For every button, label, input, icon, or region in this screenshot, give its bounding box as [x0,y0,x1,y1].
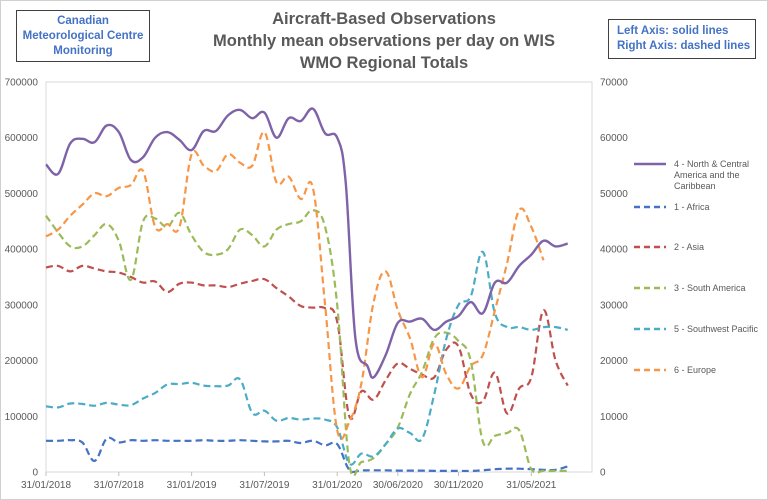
x-axis-tick-label: 31/01/2018 [21,480,71,491]
source-line-1: Canadian [57,15,109,27]
series-line-3-south-america [45,208,568,477]
series-layer [45,107,569,477]
legend-label: 4 - North & Central America and the Caribb… [674,159,749,191]
left-axis-tick-label: 100000 [5,412,39,423]
right-axis-tick-label: 30000 [600,300,628,311]
legend-label: 6 - Europe [674,365,716,375]
title-line-1: Aircraft-Based Observations [272,10,496,28]
x-axis-tick-label: 31/05/2021 [506,480,556,491]
series-line-4-north-central-america-and-the-caribbean [45,107,569,379]
x-axis-tick-label: 31/01/2019 [167,480,217,491]
axis-note-line-2: Right Axis: dashed lines [617,40,751,52]
legend-label-line: 4 - North & Central [674,159,749,169]
left-axis-tick-label: 700000 [5,78,39,89]
legend-label: 2 - Asia [674,242,704,252]
left-axis-tick-label: 300000 [5,300,39,311]
x-axis-tick-label: 31/07/2019 [239,480,289,491]
right-axis-tick-label: 40000 [600,245,628,256]
title-line-3: WMO Regional Totals [299,54,469,72]
right-axis-tick-label: 50000 [600,189,628,200]
series-line-6-europe [45,130,545,441]
right-axis-tick-label: 20000 [600,356,628,367]
source-line-3: Monitoring [53,45,113,57]
left-axis-tick-label: 400000 [5,245,39,256]
legend-label-line: Caribbean [674,181,716,191]
x-axis-tick-label: 30/06/2020 [373,480,423,491]
source-line-2: Meteorological Centre [22,30,144,42]
grid-layer [45,81,593,473]
plot-area [45,81,593,473]
series-line-2-asia [45,264,569,421]
left-axis-tick-label: 600000 [5,133,39,144]
axis-note-box: Left Axis: solid lines Right Axis: dashe… [608,19,756,59]
axis-note-line-1: Left Axis: solid lines [617,25,729,37]
axis-layer: 0100000200000300000400000500000600000700… [5,78,629,492]
legend-label: 5 - Southwest Pacific [674,324,759,334]
legend-label: 3 - South America [674,283,746,293]
series-line-5-southwest-pacific [45,250,568,466]
left-axis-tick-label: 200000 [5,356,39,367]
x-axis-tick-label: 31/07/2018 [94,480,144,491]
legend-label: 1 - Africa [674,202,710,212]
left-axis-tick-label: 0 [32,468,38,479]
series-line-1-africa [45,436,569,474]
right-axis-tick-label: 60000 [600,133,628,144]
right-axis-tick-label: 10000 [600,412,628,423]
title-line-2: Monthly mean observations per day on WIS [213,32,555,50]
chart-title: Aircraft-Based Observations Monthly mean… [150,8,618,74]
x-axis-tick-label: 31/01/2020 [312,480,362,491]
left-axis-tick-label: 500000 [5,189,39,200]
x-axis-tick-label: 30/11/2020 [434,480,484,491]
legend-label-line: America and the [674,170,740,180]
source-box: Canadian Meteorological Centre Monitorin… [16,10,150,62]
legend-layer: 4 - North & Central America and the Caribb… [634,159,759,375]
right-axis-tick-label: 0 [600,468,606,479]
right-axis-tick-label: 70000 [600,78,628,89]
